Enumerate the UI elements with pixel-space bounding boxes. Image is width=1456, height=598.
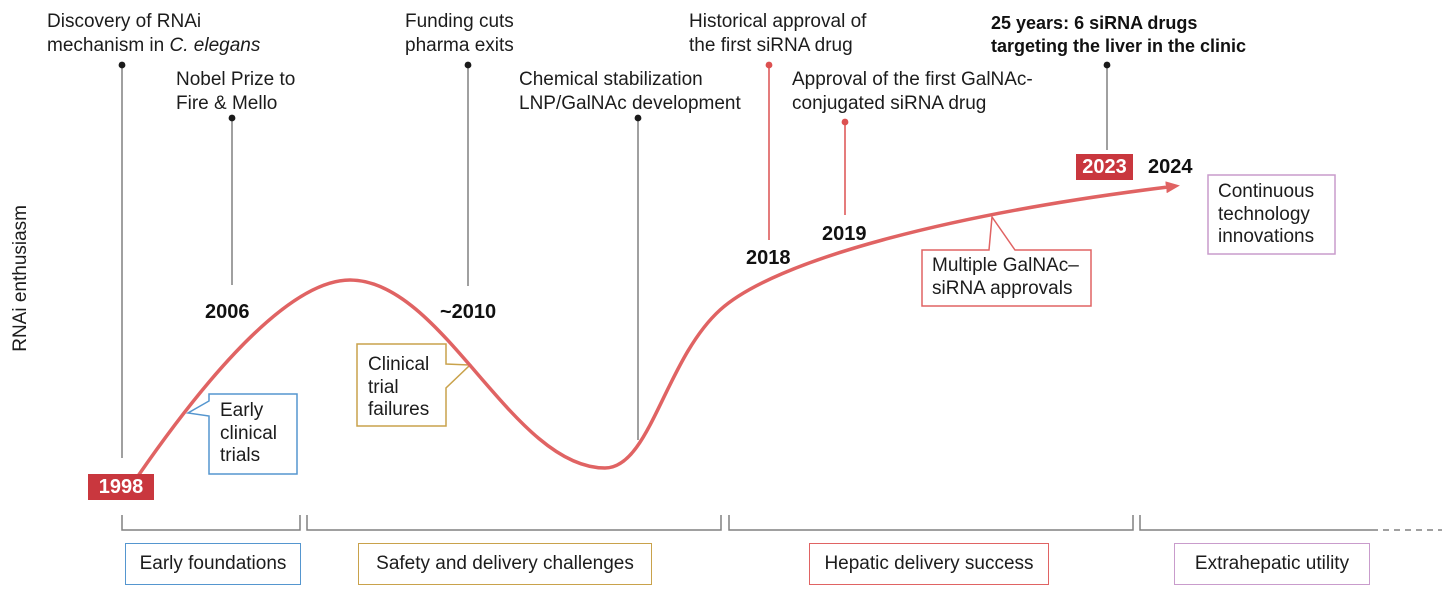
pin-nobel bbox=[228, 114, 236, 285]
callout-line: Clinical bbox=[368, 354, 430, 375]
milestone-line: 25 years: 6 siRNA drugs bbox=[991, 13, 1198, 33]
milestone-discovery-label: Discovery of RNAi mechanism in C. elegan… bbox=[47, 10, 260, 57]
milestone-line: Funding cuts bbox=[405, 11, 514, 32]
milestone-line: mechanism in C. elegans bbox=[47, 34, 260, 58]
pin-liver-drugs bbox=[1103, 61, 1111, 150]
y-axis-label: RNAi enthusiasm bbox=[10, 205, 31, 352]
milestone-line: conjugated siRNA drug bbox=[792, 92, 987, 114]
milestone-liver-drugs-label: 25 years: 6 siRNA drugs targeting the li… bbox=[991, 12, 1246, 58]
milestone-line: Approval of the first GalNAc- bbox=[792, 69, 1033, 90]
milestone-line: targeting the liver in the clinic bbox=[991, 36, 1247, 56]
callout-line: failures bbox=[368, 399, 430, 420]
species-name: C. elegans bbox=[169, 34, 261, 56]
milestone-line: the first siRNA drug bbox=[689, 34, 853, 56]
callout-line: technology bbox=[1218, 203, 1310, 225]
milestone-line: Chemical stabilization bbox=[519, 69, 703, 90]
callout-line: Early bbox=[220, 400, 264, 421]
callout-galnac-approvals-outline bbox=[921, 214, 1092, 307]
milestone-funding-label: Funding cuts pharma exits bbox=[405, 10, 514, 57]
year-label-funding: ~2010 bbox=[440, 301, 497, 323]
pin-first-galnac bbox=[841, 118, 849, 215]
year-label-nobel: 2006 bbox=[205, 301, 250, 323]
milestone-line: Fire & Mello bbox=[176, 92, 278, 114]
milestone-nobel-label: Nobel Prize to Fire & Mello bbox=[176, 68, 295, 115]
callout-trial-failures-outline bbox=[356, 343, 472, 427]
callout-trial-failures: Clinical trial failures bbox=[368, 354, 429, 422]
pin-dot bbox=[1103, 61, 1111, 69]
milestone-line: Historical approval of bbox=[689, 11, 867, 32]
enthusiasm-curve bbox=[136, 181, 1180, 477]
callout-innovations: Continuous technology innovations bbox=[1218, 181, 1314, 249]
phase-safety-challenges: Safety and delivery challenges bbox=[358, 543, 652, 585]
callout-line: Continuous bbox=[1218, 181, 1315, 202]
callout-early-trials: Early clinical trials bbox=[220, 400, 277, 468]
callout-galnac-approvals: Multiple GalNAc– siRNA approvals bbox=[932, 255, 1079, 300]
pin-dot bbox=[841, 118, 849, 126]
pin-dot bbox=[118, 61, 126, 69]
callout-line: clinical bbox=[220, 422, 278, 444]
pin-discovery bbox=[118, 61, 126, 458]
year-badge-start: 1998 bbox=[88, 474, 154, 500]
callout-line: Multiple GalNAc– bbox=[932, 255, 1079, 276]
bracket-extrahepatic-utility bbox=[1139, 515, 1378, 531]
callout-line: trial bbox=[368, 376, 399, 398]
pin-funding bbox=[464, 61, 472, 286]
year-label-end: 2024 bbox=[1148, 156, 1193, 178]
callout-early-trials-outline bbox=[185, 393, 298, 475]
milestone-chemistry-label: Chemical stabilization LNP/GalNAc develo… bbox=[519, 68, 741, 115]
pin-dot bbox=[228, 114, 236, 122]
milestone-line: LNP/GalNAc development bbox=[519, 92, 741, 114]
callout-line: siRNA approvals bbox=[932, 277, 1073, 299]
milestone-text: mechanism in bbox=[47, 34, 165, 56]
phase-early-foundations: Early foundations bbox=[125, 543, 301, 585]
bracket-safety-challenges bbox=[306, 515, 722, 531]
phase-extrahepatic-utility: Extrahepatic utility bbox=[1174, 543, 1370, 585]
year-label-first-sirna: 2018 bbox=[746, 247, 791, 269]
milestone-line: Discovery of RNAi bbox=[47, 11, 202, 32]
pin-dot bbox=[634, 114, 642, 122]
callout-innovations-outline bbox=[1207, 174, 1336, 255]
pin-chemistry bbox=[634, 114, 642, 440]
phase-hepatic-success: Hepatic delivery success bbox=[809, 543, 1049, 585]
milestone-line: Nobel Prize to bbox=[176, 69, 296, 90]
milestone-first-galnac-label: Approval of the first GalNAc- conjugated… bbox=[792, 68, 1033, 115]
year-badge-liver-drugs: 2023 bbox=[1076, 154, 1133, 180]
year-label-first-galnac: 2019 bbox=[822, 223, 867, 245]
pin-dot bbox=[765, 61, 773, 69]
pin-first-sirna bbox=[765, 61, 773, 240]
milestone-first-sirna-label: Historical approval of the first siRNA d… bbox=[689, 10, 866, 57]
bracket-hepatic-success bbox=[728, 515, 1134, 531]
bracket-early-foundations bbox=[121, 515, 301, 531]
pin-dot bbox=[464, 61, 472, 69]
callout-line: innovations bbox=[1218, 226, 1315, 247]
callout-line: trials bbox=[220, 445, 261, 466]
milestone-line: pharma exits bbox=[405, 34, 514, 56]
